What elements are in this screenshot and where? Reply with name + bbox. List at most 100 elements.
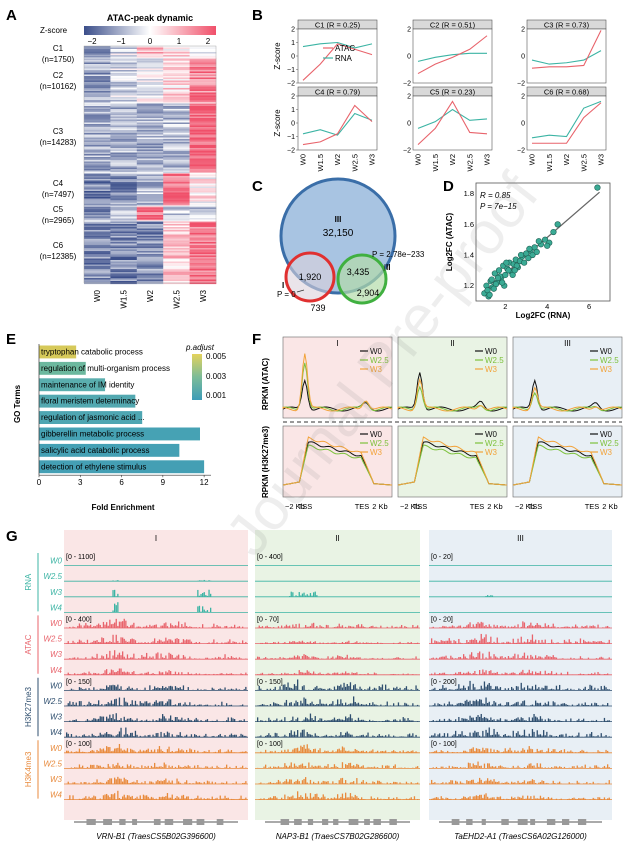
track-signal (567, 626, 569, 628)
track-signal (409, 798, 411, 800)
track-signal (96, 736, 98, 738)
heatmap-cell (84, 130, 111, 132)
track-signal (133, 671, 135, 675)
track-signal (257, 689, 259, 691)
track-signal (181, 624, 183, 628)
track-signal (544, 767, 546, 769)
track-signal (152, 751, 154, 753)
track-signal (340, 796, 342, 800)
track-signal (317, 704, 320, 706)
track-signal (349, 793, 352, 800)
track-signal (163, 780, 165, 784)
heatmap-cell (136, 279, 164, 282)
track-signal (351, 626, 353, 628)
track-signal (218, 750, 220, 753)
track-signal (131, 749, 133, 753)
track-signal (467, 686, 470, 691)
track-signal (450, 719, 452, 722)
track-signal (514, 625, 516, 628)
track-signal (496, 637, 498, 644)
heatmap-cell (163, 173, 190, 175)
heatmap-cell (84, 267, 111, 270)
heatmap-cell (84, 71, 111, 74)
track-signal (514, 797, 516, 800)
track-signal (388, 720, 390, 722)
heatmap-cell (84, 86, 111, 89)
track-signal (495, 766, 497, 769)
track-signal (555, 672, 558, 675)
heatmap-cell (189, 261, 217, 264)
track-signal (297, 596, 299, 597)
heatmap-cell (136, 67, 164, 69)
heatmap-cell (110, 73, 138, 75)
heatmap-cell (136, 86, 164, 89)
track-signal (184, 798, 186, 800)
track-signal (396, 751, 398, 753)
track-signal (543, 730, 545, 738)
track-signal (549, 752, 551, 753)
heatmap-cell (136, 207, 164, 210)
heatmap-cell (110, 130, 138, 132)
track-signal (170, 782, 172, 784)
track-signal (112, 590, 114, 597)
heatmap-cell (189, 272, 217, 274)
track-signal (345, 792, 347, 800)
track-signal (306, 642, 308, 644)
heatmap-cell (84, 62, 111, 65)
track-signal (279, 781, 281, 784)
track-signal (205, 704, 207, 706)
scatter-point (503, 259, 510, 266)
heatmap-cell (136, 116, 164, 119)
track-signal (335, 704, 337, 706)
track-signal (154, 701, 156, 706)
track-signal (200, 767, 202, 769)
track-signal (281, 767, 283, 769)
heatmap-cell (163, 140, 190, 143)
track-signal (560, 734, 562, 738)
panel-d: D R = 0.85 P = 7e−15 2 4 61.21.41.61.8 Log… (443, 178, 611, 320)
heatmap-cell (84, 263, 111, 265)
track-signal (378, 734, 380, 738)
track-signal (546, 655, 548, 660)
track-signal (522, 701, 524, 706)
track-signal (117, 654, 119, 660)
track-signal (456, 703, 458, 706)
heatmap-cell (84, 149, 111, 152)
track-signal (282, 782, 284, 784)
track-signal (284, 749, 286, 753)
track-signal (597, 671, 599, 675)
profile-frame-atac (397, 336, 508, 419)
track-signal (269, 719, 272, 722)
track-signal (88, 701, 90, 706)
track-signal (136, 626, 138, 628)
track-signal (269, 643, 272, 644)
track-signal (181, 672, 183, 675)
track-signal (330, 751, 332, 753)
track-signal (557, 689, 559, 691)
track-signal (483, 716, 486, 722)
track-signal (399, 705, 401, 706)
track-signal (174, 704, 177, 706)
track-signal (83, 704, 85, 706)
track-signal (459, 702, 462, 706)
track-signal (434, 687, 436, 691)
track-signal (499, 687, 502, 691)
track-signal (203, 689, 205, 691)
sample-label: W4 (50, 728, 63, 737)
track-signal (487, 658, 489, 660)
heatmap-cell (110, 278, 138, 280)
track-range: [0 - 200] (431, 679, 457, 686)
track-signal (602, 704, 604, 706)
heatmap-cell (163, 197, 190, 199)
track-signal (263, 798, 265, 800)
track-signal (475, 699, 478, 706)
track-signal (198, 782, 201, 784)
track-signal (515, 627, 518, 628)
track-signal (106, 767, 108, 769)
heatmap-cell (163, 213, 190, 216)
panel-f-label: F (252, 331, 261, 348)
track-signal (308, 656, 310, 660)
heatmap-cell (84, 137, 111, 140)
track-signal (297, 642, 299, 644)
heatmap-cell (110, 67, 138, 69)
